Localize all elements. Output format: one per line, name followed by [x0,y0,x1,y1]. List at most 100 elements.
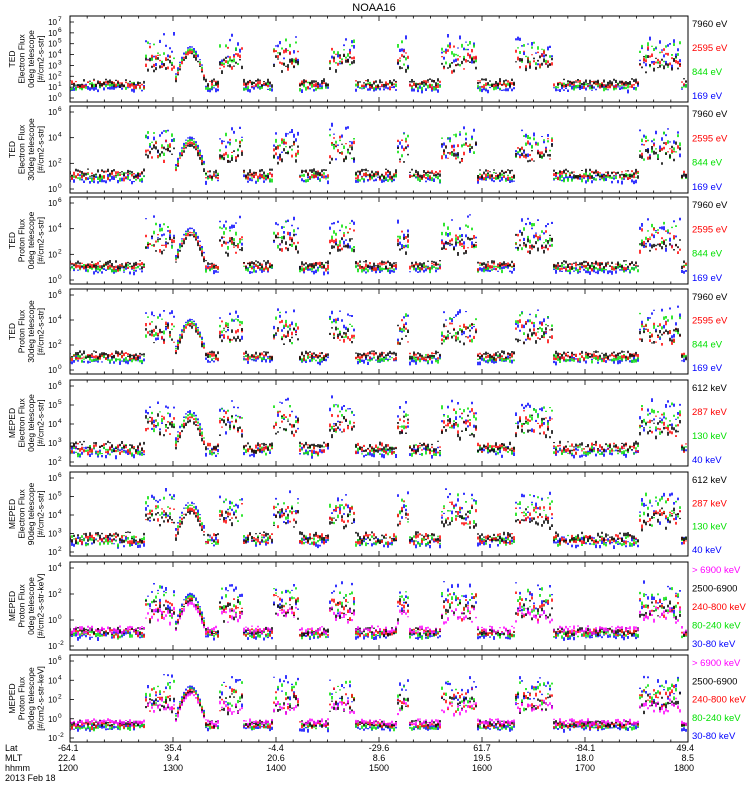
ytick-label: 10 [48,382,57,391]
footer-row-label: hhmm [5,763,30,773]
legend-entry: 7960 eV [692,200,728,211]
ytick-exponent: 2 [58,546,62,553]
flux-traces [70,580,687,641]
flux-traces [70,122,687,185]
legend-entry: 80-240 keV [692,713,741,724]
y-axis-label-line: [#/cm2-s-str] [36,217,46,264]
series-trace-4 [70,395,687,460]
ytick-exponent: 5 [58,399,62,406]
footer-mlt-value: 19.5 [473,753,491,763]
legend-entry: 240-800 keV [692,695,747,706]
ytick-exponent: 4 [58,509,62,516]
ytick-exponent: -2 [58,640,64,647]
ytick-exponent: 4 [58,49,62,56]
y-axis-label-line: Electron Flux [17,397,27,447]
ytick-exponent: 2 [58,694,62,701]
legend-entry: 80-240 keV [692,621,741,632]
ytick-exponent: 3 [58,528,62,535]
footer-mlt-value: 9.4 [167,753,180,763]
y-axis-label: TED Proton Flux 0deg telescope [#/cm2-s-str… [7,211,46,269]
ytick-exponent: 5 [58,38,62,45]
flux-traces [70,214,687,276]
ytick-label: 10 [48,401,57,410]
footer-hhmm-value: 1800 [674,763,694,773]
ytick-label: 10 [48,458,57,467]
legend-entry: 287 keV [692,498,728,509]
ytick-exponent: 6 [58,289,62,296]
ytick-label: 10 [48,439,57,448]
legend-entry: 2595 eV [692,43,728,54]
y-axis-label-line: TED [7,323,17,340]
series-trace-2 [70,227,687,272]
ytick-label: 10 [48,18,57,27]
ytick-exponent: 0 [58,92,62,99]
ytick-exponent: 3 [58,59,62,66]
legend-entry: 844 eV [692,158,723,169]
y-axis-label-line: Electron Flux [17,33,27,83]
series-trace-1 [70,140,687,179]
ytick-exponent: 6 [58,106,62,113]
legend-entry: 844 eV [692,249,723,260]
ytick-label: 10 [48,548,57,557]
y-axis-label-line: [#/cm2-s-str] [36,126,46,173]
y-axis-label-line: MEPED [7,591,17,621]
legend-entry: 130 keV [692,431,728,442]
legend-entry: 844 eV [692,67,723,78]
series-trace-1 [70,52,687,89]
ytick-exponent: 6 [58,380,62,387]
ytick-exponent: 2 [58,456,62,463]
legend-entry: 612 keV [692,383,728,394]
ytick-label: 10 [48,40,57,49]
footer-lat-value: 61.7 [473,743,491,753]
ytick-label: 10 [48,72,57,81]
ytick-exponent: 4 [58,418,62,425]
ytick-exponent: 1 [58,81,62,88]
y-axis-label-line: Proton Flux [17,676,27,720]
legend-entry: 2500-6900 [692,676,737,687]
legend-entry: 844 eV [692,339,723,350]
ytick-exponent: 4 [58,314,62,321]
ytick-label: 10 [48,511,57,520]
y-axis-label-line: [#/cm2-s-str] [36,399,46,446]
y-axis-label-line: 0deg telescope [26,211,36,269]
legend-entry: 2595 eV [692,316,728,327]
y-axis-label-line: [#/cm2-s-str] [36,490,46,537]
ytick-label: 10 [48,250,57,259]
ytick-exponent: 4 [58,674,62,681]
series-trace-1 [70,231,685,270]
footer-lat-value: 49.4 [676,743,694,753]
flux-traces [70,32,687,94]
ytick-label: 10 [48,366,57,375]
legend-entry: 612 keV [692,475,728,486]
ytick-exponent: 4 [58,223,62,230]
ytick-label: 10 [48,420,57,429]
flux-traces [70,305,687,366]
y-axis-label-line: [#/cm2-s-str-keV] [36,574,46,639]
series-trace-4 [70,122,687,185]
ytick-exponent: 0 [58,274,62,281]
footer-mlt-value: 22.4 [58,753,76,763]
footer-mlt-value: 20.6 [267,753,285,763]
footer-mlt-value: 18.0 [576,753,594,763]
legend-entry: 2500-6900 [692,584,737,595]
footer-mlt-value: 8.6 [373,753,386,763]
ytick-label: 10 [48,225,57,234]
series-trace-1 [70,413,685,454]
footer-lat-value: -29.6 [369,743,390,753]
ytick-exponent: 4 [58,562,62,569]
ytick-label: 10 [48,590,57,599]
y-axis-label: MEPED Electron Flux 0deg telescope [#/cm2-s… [7,394,46,452]
chart-title: NOAA16 [352,2,395,14]
flux-traces [70,674,687,733]
ytick-label: 10 [48,108,57,117]
y-axis-label-line: MEPED [7,683,17,713]
ytick-exponent: 2 [58,157,62,164]
series-trace-5 [70,580,681,641]
legend-entry: 30-80 keV [692,639,736,650]
series-trace-1 [70,601,687,636]
footer-hhmm-value: 1500 [369,763,389,773]
footer-lat-value: 35.4 [164,743,182,753]
